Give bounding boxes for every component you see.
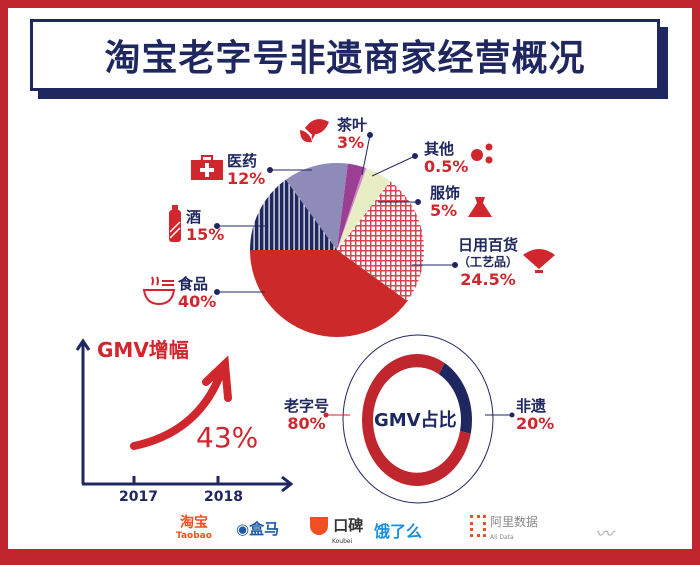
x-tick-2018: 2018 <box>204 489 243 505</box>
alidata-logo: 阿里数据 Ali Data <box>470 515 538 544</box>
label-laozihao: 老字号 80% <box>284 398 329 433</box>
label-pct: 20% <box>516 414 555 433</box>
label-daily-goods: 日用百货 （工艺品） 24.5% <box>458 237 518 289</box>
label-food: 食品 40% <box>178 276 216 311</box>
koubei-smile-icon <box>310 517 328 535</box>
label-medicine: 医药 12% <box>227 153 265 188</box>
alidata-mark-icon <box>470 515 486 537</box>
growth-arrow <box>130 355 232 450</box>
dress-icon <box>468 197 492 217</box>
donut-center-title: GMV占比 <box>374 410 457 431</box>
page-title: 淘宝老字号非遗商家经营概况 <box>104 38 586 79</box>
pie-slice-0 <box>250 179 337 250</box>
label-name: 医药 <box>227 152 258 170</box>
label-pct: 24.5% <box>460 270 516 289</box>
logo-text: 阿里数据 <box>490 515 539 529</box>
gmv-growth-title: GMV增幅 <box>97 338 189 362</box>
donut-hole <box>373 367 461 473</box>
hippo-icon: ◉ <box>236 520 250 538</box>
logo-text: 淘宝 <box>179 515 208 531</box>
hema-logo: ◉盒马 <box>236 518 279 539</box>
label-name: 非遗 <box>516 397 547 415</box>
label-name: 酒 <box>186 208 202 226</box>
donut-outer-ring <box>342 334 494 504</box>
label-name: 食品 <box>178 275 209 293</box>
gmv-share-donut <box>362 354 472 486</box>
label-other: 其他 0.5% <box>424 141 468 176</box>
pie-slice-2 <box>337 163 364 250</box>
logo-text-en: Koubei <box>332 538 353 545</box>
label-name: 老字号 <box>284 397 330 415</box>
koubei-logo: 口碑 Koubei <box>310 517 363 548</box>
label-name: 服饰 <box>430 184 461 202</box>
label-feiyi: 非遗 20% <box>516 398 554 433</box>
pie-slice-4 <box>337 168 391 250</box>
label-clothing: 服饰 5% <box>430 185 460 220</box>
frame-left <box>0 0 8 565</box>
label-pct: 40% <box>178 292 217 311</box>
frame-bottom <box>0 549 700 565</box>
label-name: 茶叶 <box>337 116 368 134</box>
label-pct: 5% <box>430 201 458 220</box>
frame-top <box>0 0 700 8</box>
medical-kit-icon <box>191 155 223 180</box>
label-liquor: 酒 15% <box>186 209 224 244</box>
gmv-growth-value: 43% <box>196 421 259 454</box>
logo-text-en: Ali Data <box>490 534 514 541</box>
pie-slice-3 <box>337 167 367 250</box>
logo-text-en: Taobao <box>176 531 212 541</box>
pie-slice-6 <box>250 250 408 338</box>
logo-text: 盒马 <box>249 520 280 538</box>
title-box: 淘宝老字号非遗商家经营概况 <box>30 19 660 91</box>
label-pct: 15% <box>186 225 225 244</box>
label-sub: （工艺品） <box>458 255 519 269</box>
gmv-growth-axes <box>75 338 294 493</box>
tea-leaf-icon <box>300 119 329 143</box>
dots-icon <box>471 143 493 164</box>
label-pct: 0.5% <box>424 157 469 176</box>
fan-icon <box>523 249 555 273</box>
logo-text: 口碑 <box>333 516 364 535</box>
logo-text: 饿了么 <box>374 522 423 541</box>
label-name: 日用百货 <box>458 236 519 254</box>
liquor-bottle-icon <box>169 205 181 242</box>
taobao-logo: 淘宝 Taobao <box>176 515 212 543</box>
label-pct: 3% <box>337 133 365 152</box>
label-pct: 12% <box>227 169 266 188</box>
label-tea: 茶叶 3% <box>337 117 367 152</box>
label-pct: 80% <box>287 414 326 433</box>
frame-right <box>692 0 700 565</box>
pie-leader-lines <box>214 132 458 295</box>
signature-mark: 〰 <box>595 524 613 545</box>
pie-slice-1 <box>285 163 348 250</box>
noodle-bowl-icon <box>142 276 176 306</box>
pie-slice-5 <box>337 181 424 302</box>
eleme-logo: 饿了么 <box>374 518 422 542</box>
label-name: 其他 <box>424 140 455 158</box>
category-pie <box>250 163 424 338</box>
x-tick-2017: 2017 <box>119 489 158 505</box>
